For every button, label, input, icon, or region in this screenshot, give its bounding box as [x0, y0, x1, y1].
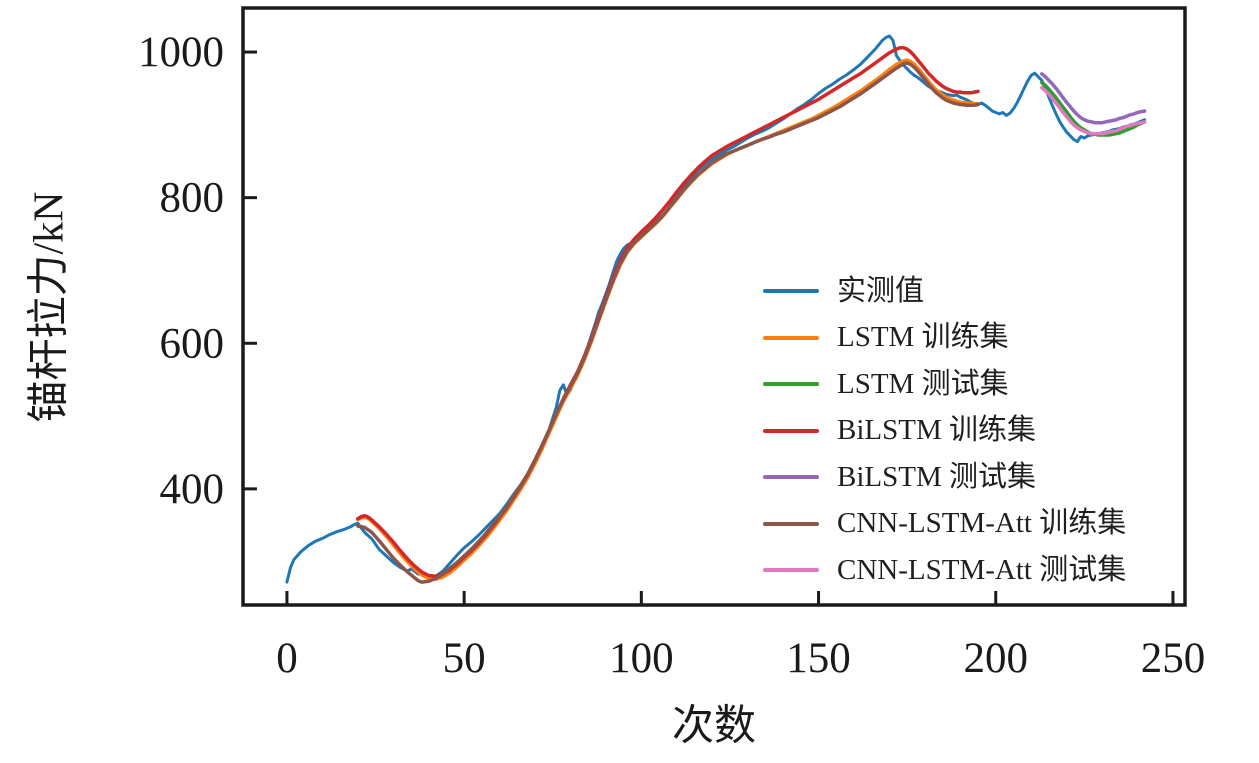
plot-frame [241, 6, 1187, 607]
series-line-6 [1040, 85, 1147, 136]
legend-item: CNN-LSTM-Att 测试集 [763, 547, 1126, 594]
x-tick-label: 0 [276, 635, 298, 682]
series-line-0 [285, 34, 1147, 584]
legend-item: 实测值 [763, 268, 1126, 315]
x-tick-label: 50 [443, 635, 486, 682]
legend-item-label: LSTM 测试集 [837, 367, 1009, 400]
legend-item: BiLSTM 训练集 [763, 408, 1126, 455]
x-tick-label: 250 [1141, 635, 1206, 682]
legend-item-label: BiLSTM 测试集 [837, 460, 1036, 493]
y-tick-label: 400 [160, 466, 225, 513]
y-tick-label: 600 [160, 320, 225, 367]
legend-line-swatch [763, 428, 819, 433]
x-tick-label: 200 [963, 635, 1028, 682]
legend-line-swatch [763, 382, 819, 387]
legend-item-label: CNN-LSTM-Att 测试集 [837, 553, 1127, 586]
legend-item-label: LSTM 训练集 [837, 321, 1009, 354]
legend-item: LSTM 训练集 [763, 315, 1126, 362]
legend-item: BiLSTM 测试集 [763, 454, 1126, 501]
series-line-5 [356, 61, 980, 584]
legend-item: LSTM 测试集 [763, 361, 1126, 408]
y-tick-label: 1000 [138, 29, 224, 76]
x-axis-title: 次数 [671, 703, 757, 750]
legend-item-label: 实测值 [837, 274, 925, 307]
legend-item: CNN-LSTM-Att 训练集 [763, 501, 1126, 548]
legend-line-swatch [763, 568, 819, 573]
y-tick-label: 800 [160, 175, 225, 222]
legend-line-swatch [763, 475, 819, 480]
legend-item-label: BiLSTM 训练集 [837, 414, 1036, 447]
legend-line-swatch [763, 289, 819, 294]
y-axis-title: 锚杆拉力/kN [26, 191, 73, 423]
legend: 实测值 LSTM 训练集 LSTM 测试集 BiLSTM 训练集 BiLSTM … [763, 268, 1126, 594]
legend-line-swatch [763, 521, 819, 526]
x-tick-label: 150 [786, 635, 851, 682]
x-tick-label: 100 [609, 635, 674, 682]
legend-item-label: CNN-LSTM-Att 训练集 [837, 507, 1127, 540]
series-line-4 [1040, 72, 1147, 125]
legend-line-swatch [763, 335, 819, 340]
